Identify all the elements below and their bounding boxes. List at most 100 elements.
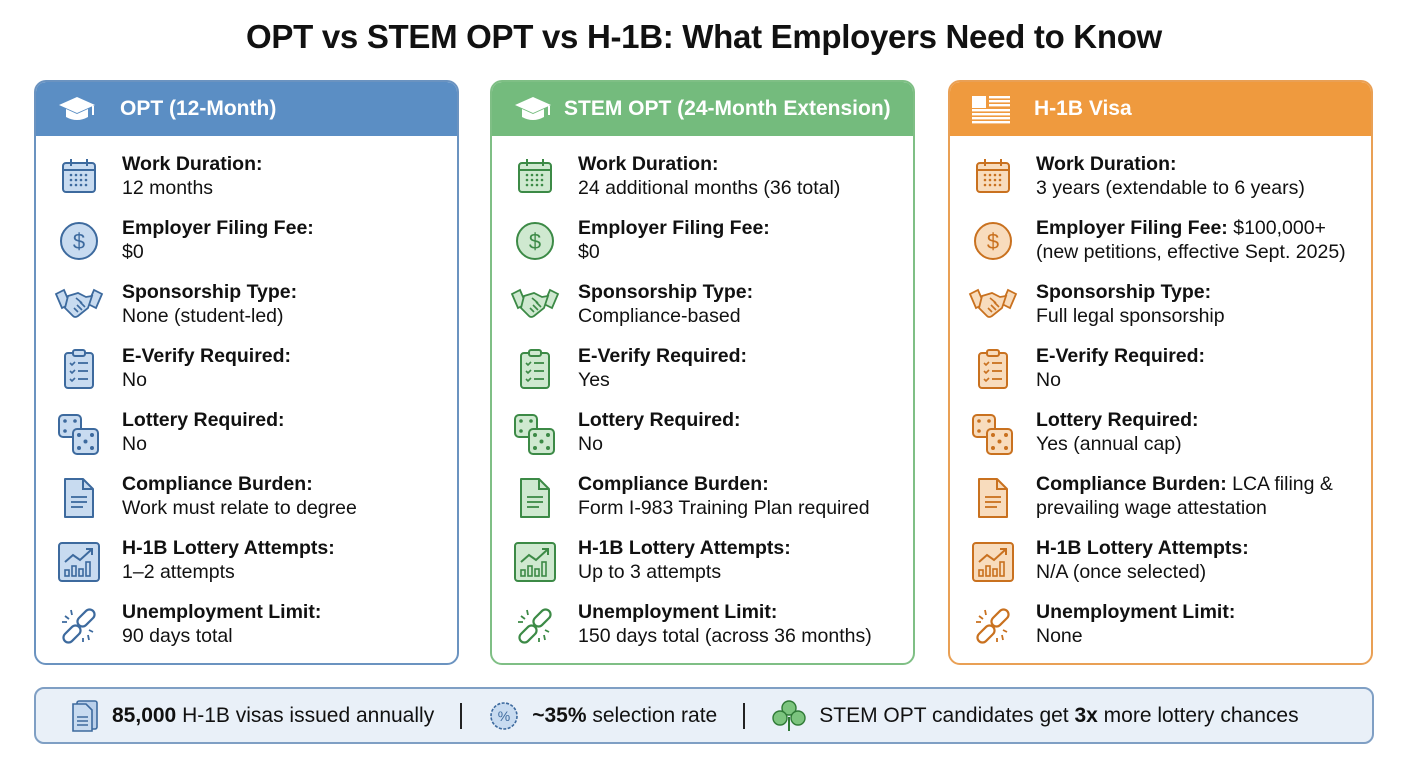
comparison-card-opt: OPT (12-Month) Work Duration: 12 months $ Em… <box>34 80 459 665</box>
card-row: H-1B Lottery Attempts: 1–2 attempts <box>36 532 457 596</box>
row-value: (new petitions, effective Sept. 2025) <box>1036 241 1346 263</box>
clipboard-checklist-icon <box>492 340 578 390</box>
row-label: Employer Filing Fee: <box>1036 217 1228 239</box>
percent-badge-icon: % <box>490 701 519 730</box>
card-row: Work Duration: 12 months <box>36 148 457 212</box>
graduation-cap-icon <box>515 97 551 120</box>
row-label: E-Verify Required: <box>122 345 292 367</box>
rate-value: ~35% <box>532 703 587 727</box>
visas-text: H-1B visas issued annually <box>176 703 435 727</box>
row-value: None <box>1036 625 1083 647</box>
broken-link-icon <box>492 596 578 648</box>
row-value: N/A (once selected) <box>1036 561 1207 583</box>
stem-text: more lottery chances <box>1097 703 1299 727</box>
card-rows: Work Duration: 12 months $ Employer Filing … <box>36 136 457 660</box>
row-value: prevailing wage attestation <box>1036 497 1267 519</box>
card-row: $ Employer Filing Fee: $0 <box>36 212 457 276</box>
card-title: H-1B Visa <box>1034 97 1132 120</box>
comparison-card-stem-opt: STEM OPT (24-Month Extension) Work Durati… <box>490 80 915 665</box>
growth-chart-icon <box>36 532 122 584</box>
row-label: Lottery Required: <box>122 409 285 431</box>
card-header: STEM OPT (24-Month Extension) <box>492 82 913 136</box>
divider <box>460 702 463 729</box>
us-flag-icon <box>970 93 1012 125</box>
card-row: Lottery Required: No <box>36 404 457 468</box>
dollar-icon: $ <box>36 212 122 262</box>
card-rows: Work Duration: 24 additional months (36 t… <box>492 136 913 660</box>
card-row: Unemployment Limit: 150 days total (acros… <box>492 596 913 660</box>
footer-stat-rate: % ~35% selection rate <box>488 700 717 732</box>
svg-text:$: $ <box>987 229 999 254</box>
dollar-icon: $ <box>950 212 1036 262</box>
rate-text: selection rate <box>586 703 718 727</box>
row-label: Sponsorship Type: <box>122 281 298 303</box>
document-icon <box>492 468 578 520</box>
card-header: OPT (12-Month) <box>36 82 457 136</box>
row-value: 3 years (extendable to 6 years) <box>1036 177 1305 199</box>
row-value: Full legal sponsorship <box>1036 305 1225 327</box>
stem-multiplier: 3x <box>1074 703 1098 727</box>
card-row: Lottery Required: No <box>492 404 913 468</box>
row-value: None (student-led) <box>122 305 284 327</box>
card-row: Compliance Burden: LCA filing & prevailin… <box>950 468 1371 532</box>
row-label: Work Duration: <box>578 153 719 175</box>
card-row: Lottery Required: Yes (annual cap) <box>950 404 1371 468</box>
row-label: Lottery Required: <box>578 409 741 431</box>
row-value: Compliance-based <box>578 305 741 327</box>
card-row: H-1B Lottery Attempts: N/A (once selected… <box>950 532 1371 596</box>
row-label: Compliance Burden: <box>122 473 313 495</box>
row-label: Unemployment Limit: <box>578 601 778 623</box>
documents-icon <box>72 699 98 732</box>
card-row: Unemployment Limit: None <box>950 596 1371 660</box>
card-row: Sponsorship Type: Full legal sponsorship <box>950 276 1371 340</box>
row-label: Compliance Burden: <box>1036 473 1227 495</box>
row-label: Lottery Required: <box>1036 409 1199 431</box>
stats-footer: 85,000 H-1B visas issued annually % ~35%… <box>34 687 1374 744</box>
clipboard-checklist-icon <box>950 340 1036 390</box>
row-value: 12 months <box>122 177 214 199</box>
growth-chart-icon <box>492 532 578 584</box>
card-row: Sponsorship Type: None (student-led) <box>36 276 457 340</box>
row-label: Unemployment Limit: <box>1036 601 1236 623</box>
card-row: Compliance Burden: Form I-983 Training Pl… <box>492 468 913 532</box>
row-value: 150 days total (across 36 months) <box>578 625 872 647</box>
row-value: $0 <box>122 241 144 263</box>
card-row: $ Employer Filing Fee: $100,000+ (new peti… <box>950 212 1371 276</box>
calendar-icon <box>950 148 1036 196</box>
handshake-icon <box>950 276 1036 324</box>
clover-icon <box>772 699 806 731</box>
clipboard-checklist-icon <box>36 340 122 390</box>
graduation-cap-icon <box>56 93 98 125</box>
row-label: H-1B Lottery Attempts: <box>578 537 791 559</box>
document-icon <box>36 468 122 520</box>
row-label: Work Duration: <box>1036 153 1177 175</box>
card-row: Unemployment Limit: 90 days total <box>36 596 457 660</box>
card-row: E-Verify Required: No <box>36 340 457 404</box>
calendar-icon <box>36 148 122 196</box>
row-value: 24 additional months (36 total) <box>578 177 841 199</box>
row-label: H-1B Lottery Attempts: <box>1036 537 1249 559</box>
graduation-cap-icon <box>512 93 554 125</box>
handshake-icon <box>492 276 578 324</box>
broken-link-icon <box>36 596 122 648</box>
row-value: Work must relate to degree <box>122 497 357 519</box>
row-value: 1–2 attempts <box>122 561 235 583</box>
row-value-inline: $100,000+ <box>1233 217 1326 239</box>
row-value: $0 <box>578 241 600 263</box>
row-value: Form I-983 Training Plan required <box>578 497 870 519</box>
footer-stat-stem: STEM OPT candidates get 3x more lottery … <box>771 699 1299 733</box>
card-row: H-1B Lottery Attempts: Up to 3 attempts <box>492 532 913 596</box>
row-label: Compliance Burden: <box>578 473 769 495</box>
row-value-inline: LCA filing & <box>1232 473 1333 495</box>
card-row: Work Duration: 3 years (extendable to 6 y… <box>950 148 1371 212</box>
visas-count: 85,000 <box>112 703 177 727</box>
svg-text:$: $ <box>73 229 85 254</box>
stem-pre: STEM OPT candidates get <box>819 703 1075 727</box>
broken-link-icon <box>950 596 1036 648</box>
card-title: STEM OPT (24-Month Extension) <box>564 97 891 120</box>
dice-icon <box>950 404 1036 456</box>
row-value: No <box>122 369 147 391</box>
graduation-cap-icon <box>59 97 95 120</box>
row-value: No <box>122 433 147 455</box>
row-label: Unemployment Limit: <box>122 601 322 623</box>
